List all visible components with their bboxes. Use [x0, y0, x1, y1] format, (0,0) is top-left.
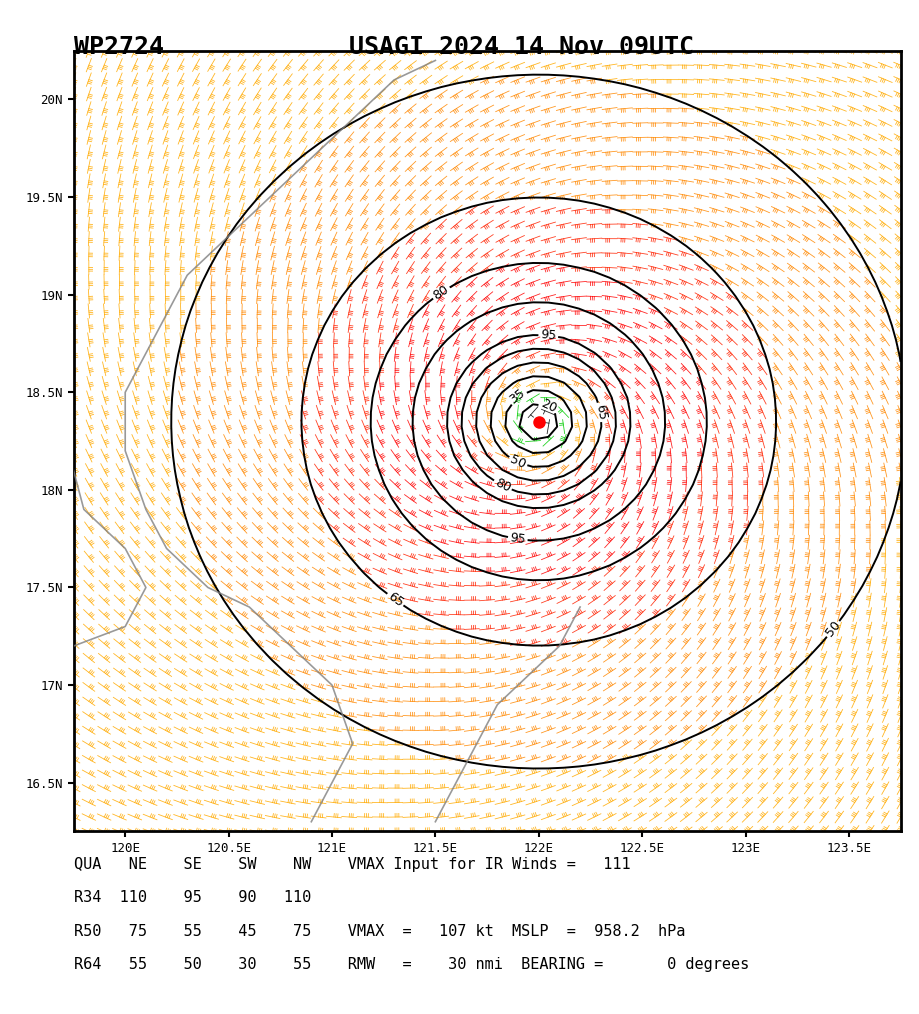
Text: 65: 65 — [593, 404, 608, 421]
Text: R64   55    50    30    55    RMW   =    30 nmi  BEARING =       0 degrees: R64 55 50 30 55 RMW = 30 nmi BEARING = 0… — [74, 957, 749, 972]
Text: 80: 80 — [493, 477, 513, 496]
Text: USAGI 2024 14 Nov 09UTC: USAGI 2024 14 Nov 09UTC — [349, 35, 694, 60]
Text: 50: 50 — [507, 453, 528, 472]
Text: 95: 95 — [509, 531, 527, 547]
Text: QUA   NE    SE    SW    NW    VMAX Input for IR Winds =   111: QUA NE SE SW NW VMAX Input for IR Winds … — [74, 857, 630, 872]
Text: 65: 65 — [385, 590, 405, 609]
Text: 35: 35 — [507, 386, 528, 407]
Text: 20: 20 — [539, 396, 558, 416]
Text: R34  110    95    90   110: R34 110 95 90 110 — [74, 890, 311, 906]
Text: 50: 50 — [823, 619, 844, 640]
Text: 95: 95 — [539, 329, 557, 343]
Text: WP2724: WP2724 — [74, 35, 164, 60]
Text: 80: 80 — [431, 283, 451, 302]
Text: R50   75    55    45    75    VMAX  =   107 kt  MSLP  =  958.2  hPa: R50 75 55 45 75 VMAX = 107 kt MSLP = 958… — [74, 924, 685, 939]
